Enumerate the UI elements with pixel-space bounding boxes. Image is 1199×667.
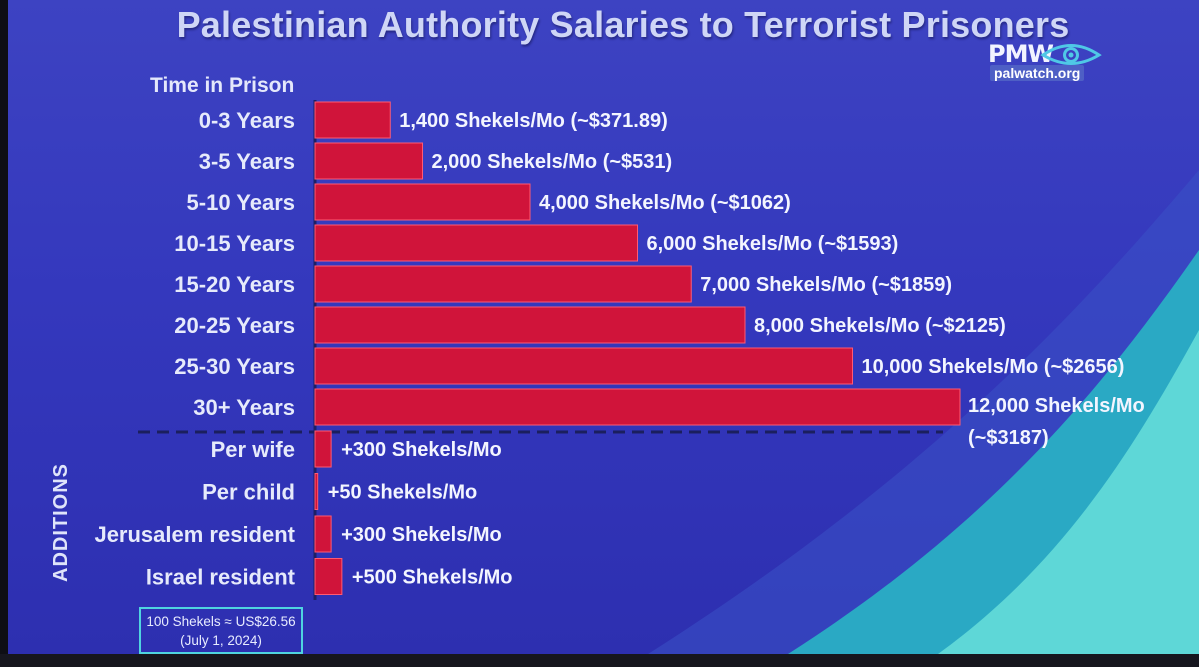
bar — [314, 101, 391, 139]
addition-label: Per wife — [211, 437, 295, 462]
addition-data-label: +300 Shekels/Mo — [341, 524, 502, 546]
addition-data-label: +300 Shekels/Mo — [341, 439, 502, 461]
bar — [314, 183, 531, 221]
category-label: 10-15 Years — [174, 231, 295, 256]
data-label: 2,000 Shekels/Mo (~$531) — [432, 151, 673, 173]
category-label: 15-20 Years — [174, 272, 295, 297]
addition-label: Israel resident — [146, 565, 296, 590]
background-decoration — [648, 170, 1199, 654]
addition-bar — [314, 515, 332, 553]
category-label: 30+ Years — [193, 395, 295, 420]
data-label: 7,000 Shekels/Mo (~$1859) — [700, 274, 952, 296]
data-label: 6,000 Shekels/Mo (~$1593) — [647, 233, 899, 255]
category-label: 5-10 Years — [187, 190, 295, 215]
chart-title: Palestinian Authority Salaries to Terror… — [176, 4, 1070, 45]
eye-icon — [1040, 44, 1102, 65]
bar — [314, 347, 853, 385]
addition-label: Per child — [202, 480, 295, 505]
addition-label: Jerusalem resident — [94, 522, 295, 547]
category-label: 3-5 Years — [199, 149, 295, 174]
pmw-logo: PMW palwatch.org — [980, 40, 1105, 82]
exchange-rate-date: (July 1, 2024) — [180, 633, 262, 648]
bar — [314, 224, 638, 262]
bar — [314, 142, 423, 180]
data-label: 8,000 Shekels/Mo (~$2125) — [754, 315, 1006, 337]
addition-bar — [314, 430, 332, 468]
exchange-rate-note: 100 Shekels ≈ US$26.56 (July 1, 2024) — [139, 607, 303, 654]
category-label: 20-25 Years — [174, 313, 295, 338]
exchange-rate-text: 100 Shekels ≈ US$26.56 — [146, 614, 296, 629]
data-label: 1,400 Shekels/Mo (~$371.89) — [399, 110, 668, 132]
bar-chart: 0-3 Years 1,400 Shekels/Mo (~$371.89) 3-5 … — [94, 100, 1145, 600]
addition-bar — [314, 473, 319, 510]
data-label: 4,000 Shekels/Mo (~$1062) — [539, 192, 791, 214]
category-label: 0-3 Years — [199, 108, 295, 133]
bar — [314, 388, 961, 426]
addition-data-label: +500 Shekels/Mo — [352, 567, 513, 589]
additions-label: ADDITIONS — [50, 463, 72, 582]
addition-data-label: +50 Shekels/Mo — [328, 482, 478, 504]
data-label: (~$3187) — [968, 427, 1049, 449]
data-label: 10,000 Shekels/Mo (~$2656) — [862, 356, 1125, 378]
slide-screen: Palestinian Authority Salaries to Terror… — [8, 0, 1199, 654]
data-label: 12,000 Shekels/Mo — [968, 395, 1145, 417]
category-header: Time in Prison — [150, 74, 295, 97]
monitor-bezel — [0, 654, 1199, 667]
category-label: 25-30 Years — [174, 354, 295, 379]
addition-bar — [314, 558, 343, 595]
logo-url: palwatch.org — [990, 65, 1085, 81]
bar — [314, 306, 746, 344]
bar — [314, 265, 692, 303]
